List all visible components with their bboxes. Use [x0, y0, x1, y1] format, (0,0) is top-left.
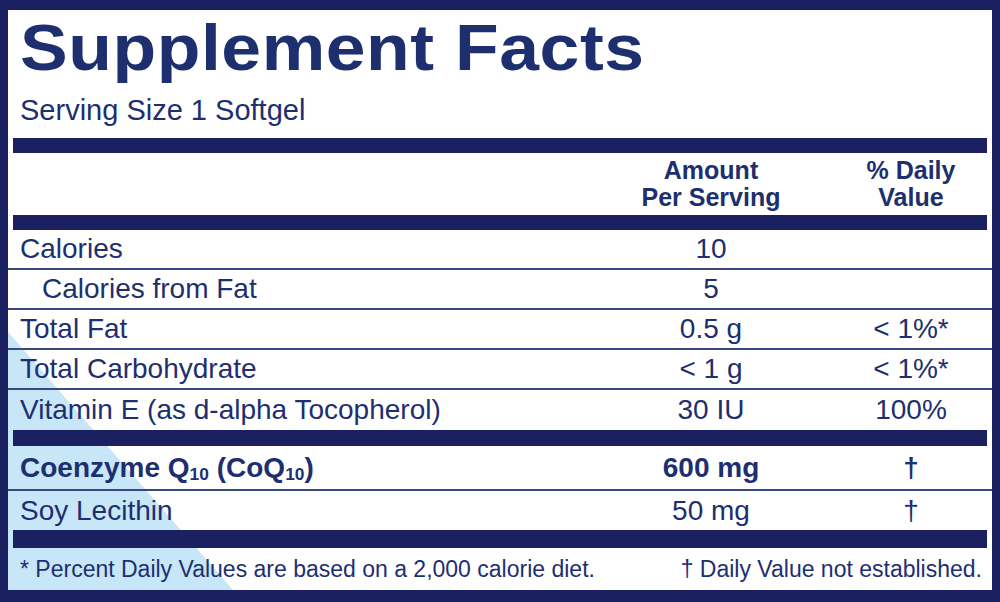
- daily-value-header-line2: Value: [836, 184, 986, 211]
- row-daily-value: †: [836, 495, 986, 527]
- row-label: Calories from Fat: [20, 273, 586, 305]
- footnote-percent-daily-values: * Percent Daily Values are based on a 2,…: [20, 556, 595, 583]
- amount-column-header: Amount Per Serving: [586, 157, 836, 211]
- amount-header-line1: Amount: [586, 157, 836, 184]
- column-header-row: Amount Per Serving % Daily Value: [8, 153, 992, 215]
- coq10-label-part: ): [304, 452, 313, 483]
- label-content: Supplement Facts Serving Size 1 Softgel …: [8, 10, 992, 590]
- divider-bar-bottom: [13, 530, 987, 548]
- table-row-calories: Calories 10: [8, 230, 992, 270]
- table-row-total-fat: Total Fat 0.5 g < 1%*: [8, 310, 992, 350]
- row-amount: 600 mg: [586, 452, 836, 484]
- table-row-total-carbohydrate: Total Carbohydrate < 1 g < 1%*: [8, 350, 992, 390]
- table-row-soy-lecithin: Soy Lecithin 50 mg †: [8, 491, 992, 530]
- coq10-subscript: 10: [285, 464, 304, 484]
- row-daily-value: < 1%*: [836, 313, 986, 345]
- daily-value-column-header: % Daily Value: [836, 157, 986, 211]
- serving-size-text: Serving Size 1 Softgel: [20, 95, 992, 125]
- footnote-row: * Percent Daily Values are based on a 2,…: [8, 548, 992, 590]
- row-amount: 5: [586, 273, 836, 305]
- table-row-calories-from-fat: Calories from Fat 5: [8, 270, 992, 310]
- amount-header-line2: Per Serving: [586, 184, 836, 211]
- daily-value-header-line1: % Daily: [836, 157, 986, 184]
- row-amount: < 1 g: [586, 353, 836, 385]
- label-panel: Supplement Facts Serving Size 1 Softgel …: [0, 0, 1000, 602]
- row-amount: 30 IU: [586, 394, 836, 426]
- footnote-daily-value-not-established: † Daily Value not established.: [681, 556, 982, 583]
- divider-bar-middle: [13, 430, 987, 446]
- row-label: Soy Lecithin: [20, 495, 586, 527]
- row-label: Vitamin E (as d-alpha Tocopherol): [20, 394, 586, 426]
- coq10-subscript: 10: [190, 464, 209, 484]
- divider-bar-top: [13, 138, 987, 153]
- row-amount: 10: [586, 233, 836, 265]
- row-amount: 0.5 g: [586, 313, 836, 345]
- table-row-vitamin-e: Vitamin E (as d-alpha Tocopherol) 30 IU …: [8, 390, 992, 430]
- coq10-label-part: (CoQ: [209, 452, 285, 483]
- row-label: Total Carbohydrate: [20, 353, 586, 385]
- coq10-label-part: Coenzyme Q: [20, 452, 190, 483]
- row-daily-value: †: [836, 452, 986, 484]
- supplement-facts-label: Supplement Facts Serving Size 1 Softgel …: [0, 0, 1000, 602]
- row-amount: 50 mg: [586, 495, 836, 527]
- page-title: Supplement Facts: [20, 15, 1000, 81]
- table-row-coq10: Coenzyme Q10 (CoQ10) 600 mg †: [8, 446, 992, 491]
- row-label: Total Fat: [20, 313, 586, 345]
- row-daily-value: < 1%*: [836, 353, 986, 385]
- row-daily-value: 100%: [836, 394, 986, 426]
- divider-bar-header: [13, 215, 987, 230]
- row-label: Coenzyme Q10 (CoQ10): [20, 452, 586, 484]
- row-label: Calories: [20, 233, 586, 265]
